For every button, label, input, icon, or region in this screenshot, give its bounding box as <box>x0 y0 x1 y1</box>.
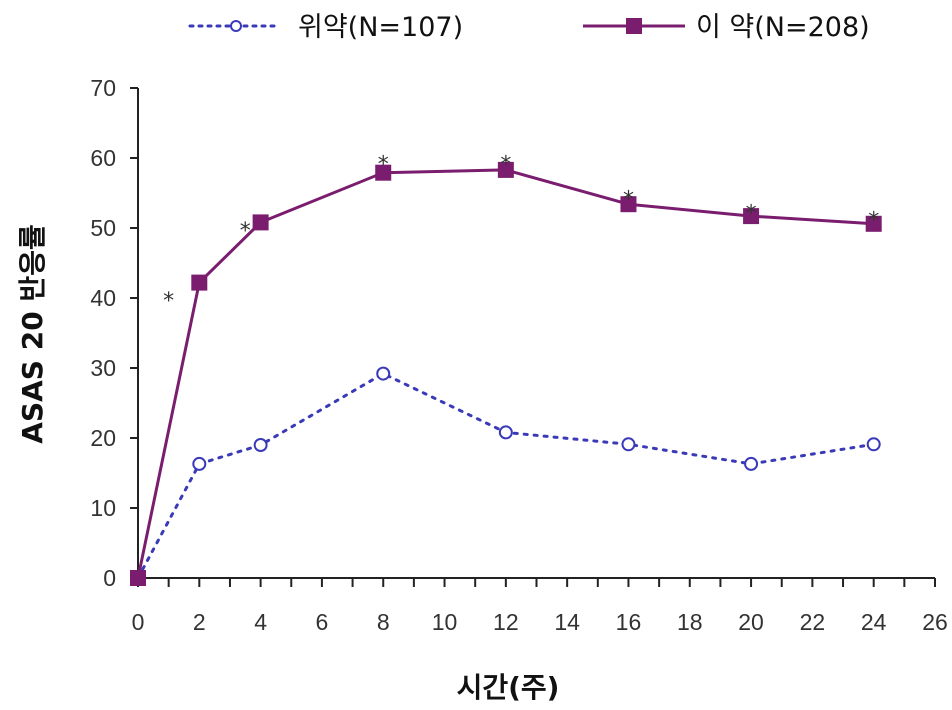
y-tick-label: 50 <box>90 215 116 241</box>
data-point-1-3 <box>375 164 392 181</box>
significance-asterisk: * <box>500 153 511 178</box>
series-line-0 <box>136 372 876 580</box>
legend-marker-drug <box>626 18 642 34</box>
data-point-0-3 <box>376 366 391 381</box>
x-axis-title: 시간(주) <box>457 671 560 704</box>
significance-asterisk: * <box>868 209 879 234</box>
x-tick-label: 26 <box>922 609 948 635</box>
x-tick-label: 22 <box>800 609 826 635</box>
x-tick-label: 4 <box>254 609 267 635</box>
data-point-1-4 <box>497 161 514 178</box>
x-tick-label: 2 <box>193 609 206 635</box>
x-tick-label: 10 <box>432 609 458 635</box>
significance-asterisk: * <box>378 153 389 178</box>
x-tick-label: 8 <box>377 609 390 635</box>
legend-marker-placebo <box>230 20 242 32</box>
data-point-0-1 <box>192 456 207 471</box>
x-tick-label: 0 <box>132 609 145 635</box>
data-point-1-0 <box>130 570 146 586</box>
legend-label-placebo: 위약(N=107) <box>298 12 463 43</box>
significance-markers: * * * * * * * <box>163 153 879 315</box>
series-line-1 <box>136 168 876 580</box>
y-tick-label: 60 <box>90 145 116 171</box>
data-point-1-7 <box>865 215 882 232</box>
y-tick-label: 70 <box>90 75 116 101</box>
data-point-1-5 <box>620 196 637 213</box>
series-layer <box>130 161 882 586</box>
y-tick-label: 10 <box>90 495 116 521</box>
x-tick-label: 24 <box>861 609 887 635</box>
x-tick-label: 18 <box>677 609 703 635</box>
x-tick-label: 14 <box>554 609 580 635</box>
significance-asterisk: * <box>623 188 634 213</box>
data-point-1-2 <box>252 214 269 231</box>
legend: 위약(N=107) 이 약(N=208) <box>188 12 870 43</box>
legend-label-drug: 이 약(N=208) <box>696 12 870 43</box>
data-point-0-7 <box>866 437 881 452</box>
significance-asterisk: * <box>163 289 174 314</box>
x-tick-label: 20 <box>738 609 764 635</box>
data-point-0-4 <box>498 425 513 440</box>
y-tick-label: 0 <box>103 565 116 591</box>
y-axis-ticks: 0 10 20 30 40 50 60 70 <box>90 75 138 591</box>
significance-asterisk: * <box>240 219 251 244</box>
y-tick-label: 40 <box>90 285 116 311</box>
y-tick-label: 20 <box>90 425 116 451</box>
x-tick-label: 12 <box>493 609 519 635</box>
significance-asterisk: * <box>746 202 757 227</box>
y-axis-title: ASAS 20 반응률 <box>16 224 49 443</box>
data-point-1-1 <box>191 274 208 291</box>
data-point-1-6 <box>743 208 760 225</box>
data-point-0-5 <box>621 437 636 452</box>
data-point-0-2 <box>253 438 268 452</box>
x-tick-label: 16 <box>616 609 642 635</box>
data-point-0-6 <box>744 456 759 471</box>
x-axis-ticks: 0 2 4 6 8 10 12 14 16 18 20 22 24 26 <box>132 578 948 635</box>
y-tick-label: 30 <box>90 355 116 381</box>
x-tick-label: 6 <box>316 609 329 635</box>
